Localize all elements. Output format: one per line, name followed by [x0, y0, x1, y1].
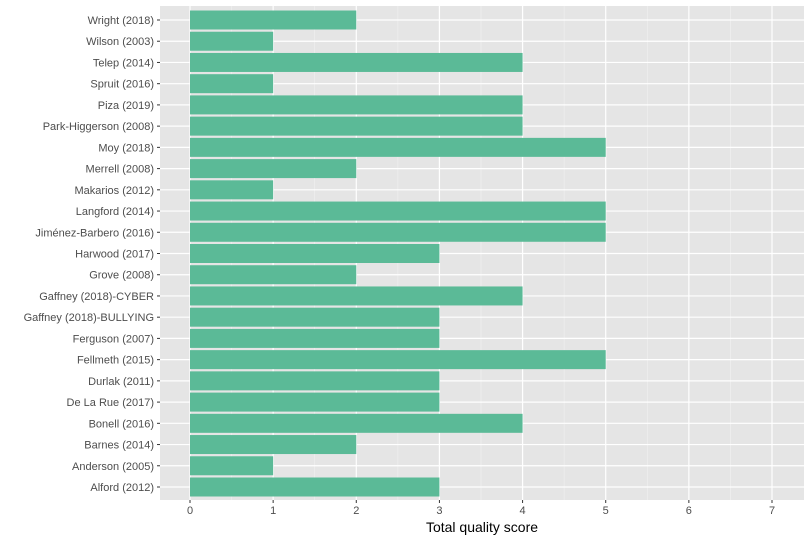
- y-tick-label: Gaffney (2018)-CYBER: [39, 291, 154, 303]
- bar: [190, 74, 274, 94]
- x-axis-tick-labels: 0 1 2 3 4 5 6 7: [187, 500, 775, 517]
- bar: [190, 328, 440, 348]
- y-tick-label: Merrell (2008): [86, 164, 154, 176]
- y-tick-label: Langford (2014): [76, 206, 154, 218]
- bar: [190, 307, 440, 327]
- bar: [190, 52, 523, 72]
- bar: [190, 180, 274, 200]
- bar: [190, 116, 523, 136]
- y-tick-label: Anderson (2005): [72, 461, 154, 473]
- bar: [190, 413, 523, 433]
- y-axis-tick-labels: Wright (2018) Wilson (2003) Telep (2014) Sp…: [24, 15, 160, 494]
- x-tick-label: 2: [353, 505, 359, 517]
- y-tick-label: Jiménez-Barbero (2016): [35, 227, 154, 239]
- x-tick-label: 0: [187, 505, 193, 517]
- bar: [190, 222, 606, 242]
- bar: [190, 456, 274, 476]
- bar: [190, 371, 440, 391]
- y-tick-label: Park-Higgerson (2008): [43, 121, 154, 133]
- x-tick-label: 1: [270, 505, 276, 517]
- y-tick-label: Harwood (2017): [75, 249, 154, 261]
- x-tick-label: 4: [520, 505, 526, 517]
- y-tick-label: Bonell (2016): [89, 418, 154, 430]
- y-tick-label: Telep (2014): [93, 57, 154, 69]
- y-tick-label: Piza (2019): [98, 100, 154, 112]
- bar: [190, 159, 357, 179]
- y-tick-label: Grove (2008): [89, 270, 154, 282]
- y-tick-label: Ferguson (2007): [73, 333, 154, 345]
- y-tick-label: Makarios (2012): [75, 185, 154, 197]
- bar: [190, 244, 440, 263]
- y-tick-label: Barnes (2014): [84, 440, 154, 452]
- bar: [190, 265, 357, 285]
- x-axis-title: Total quality score: [426, 519, 538, 535]
- x-tick-label: 6: [686, 505, 692, 517]
- x-tick-label: 3: [436, 505, 442, 517]
- bar: [190, 435, 357, 455]
- y-tick-label: De La Rue (2017): [67, 397, 154, 409]
- y-tick-label: Durlak (2011): [88, 376, 154, 388]
- bar: [190, 95, 523, 115]
- y-tick-label: Wright (2018): [88, 15, 154, 27]
- bar: [190, 477, 440, 497]
- bar: [190, 286, 523, 306]
- bar: [190, 31, 274, 51]
- y-tick-label: Fellmeth (2015): [77, 355, 154, 367]
- bar: [190, 10, 357, 30]
- bar: [190, 201, 606, 221]
- y-tick-label: Alford (2012): [90, 482, 154, 494]
- x-tick-label: 5: [603, 505, 609, 517]
- y-tick-label: Wilson (2003): [86, 36, 154, 48]
- y-tick-label: Moy (2018): [98, 142, 154, 154]
- bar: [190, 392, 440, 412]
- y-tick-label: Spruit (2016): [90, 79, 154, 91]
- x-tick-label: 7: [769, 505, 775, 517]
- bars: [190, 10, 606, 497]
- bar: [190, 137, 606, 157]
- y-tick-label: Gaffney (2018)-BULLYING: [24, 312, 154, 324]
- bar: [190, 350, 606, 370]
